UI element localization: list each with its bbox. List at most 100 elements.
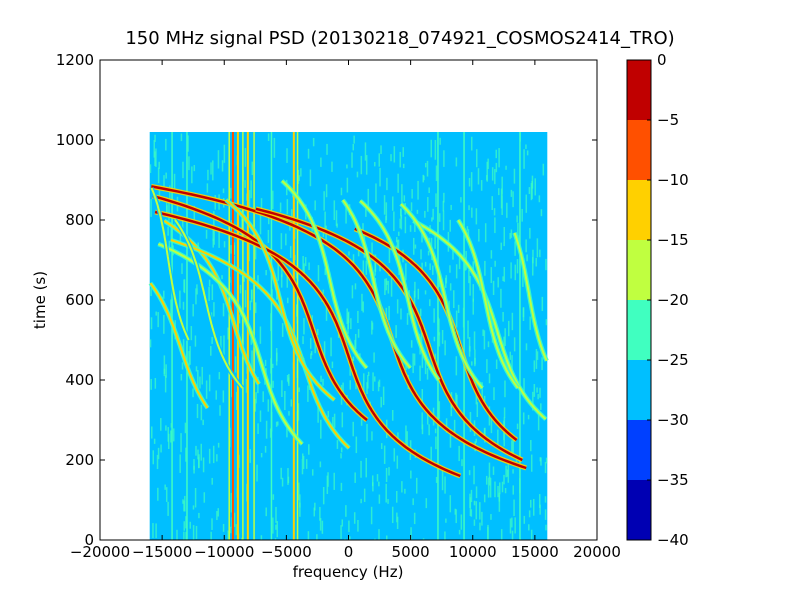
heatmap-noise [250,180,252,199]
heatmap-noise [363,252,366,258]
heatmap-noise [501,195,503,215]
chart-title: 150 MHz signal PSD (20130218_074921_COSM… [125,28,675,49]
heatmap-noise [475,208,478,225]
heatmap-noise [310,353,312,359]
heatmap-noise [410,340,413,348]
heatmap-noise [544,461,547,474]
y-tick-label: 600 [65,291,94,309]
colorbar-tick-label: −15 [657,231,689,249]
heatmap-noise [467,320,469,339]
heatmap-noise [335,210,338,226]
heatmap-noise [488,462,491,479]
heatmap-noise [260,452,263,458]
heatmap-noise [455,264,458,279]
heatmap-noise [396,240,399,250]
heatmap-noise [185,531,187,540]
heatmap-noise [375,183,377,203]
heatmap-noise [391,506,394,524]
heatmap-noise [357,310,359,324]
heatmap-noise [468,177,471,187]
heatmap-noise [340,447,343,453]
heatmap-noise [511,312,514,331]
heatmap-noise [327,411,330,418]
heatmap-noise [489,477,492,498]
heatmap-noise [284,390,286,411]
heatmap-noise [165,364,167,378]
heatmap-noise [383,445,386,464]
heatmap-noise [167,433,170,449]
heatmap-noise [428,424,430,436]
heatmap-noise [290,399,293,407]
heatmap-track [152,194,368,421]
heatmap-noise [434,353,437,359]
heatmap-noise [419,365,421,381]
heatmap-noise [435,193,437,207]
heatmap-noise [264,445,267,453]
heatmap-noise [498,494,501,512]
x-tick-label: 15000 [511,543,559,561]
heatmap-noise [444,277,447,288]
heatmap-noise [301,458,304,475]
heatmap-noise [529,316,531,330]
heatmap-noise [254,241,257,260]
heatmap-noise [235,524,237,536]
heatmap-noise [390,277,393,297]
colorbar-segment [627,180,651,240]
heatmap-noise [332,416,334,429]
heatmap-noise [371,322,374,330]
heatmap-noise [402,147,404,157]
heatmap-noise [353,135,355,144]
colorbar-tick-label: −35 [657,471,689,489]
heatmap-noise [530,183,533,201]
heatmap-noise [545,457,548,464]
heatmap-noise [157,487,159,501]
heatmap-noise [491,167,494,181]
heatmap-noise [511,517,513,528]
heatmap-noise [505,165,507,170]
heatmap-noise [169,185,171,201]
heatmap-noise [345,206,347,224]
heatmap-noise [331,361,334,369]
heatmap-noise [210,162,212,175]
heatmap-noise [345,505,347,517]
heatmap-noise [493,208,496,216]
heatmap-noise [276,521,279,538]
heatmap-noise [211,477,213,485]
heatmap-noise [538,195,541,203]
heatmap-noise [523,515,526,524]
heatmap-noise [244,290,247,308]
heatmap-noise [155,523,157,539]
heatmap-noise [200,443,202,461]
heatmap-noise [248,190,251,208]
heatmap-noise [202,457,205,473]
heatmap-noise [373,352,375,363]
colorbar-segment [627,240,651,300]
heatmap-noise [316,534,318,540]
heatmap-noise [426,368,429,380]
heatmap-noise [521,208,523,222]
heatmap-noise [150,199,152,217]
colorbar-segment [627,360,651,420]
heatmap-noise [371,242,373,261]
heatmap-noise [317,406,319,423]
heatmap-noise [298,482,300,501]
heatmap-noise [316,328,319,336]
heatmap-noise [487,341,490,348]
heatmap-noise [324,268,326,276]
heatmap-noise [380,396,382,408]
heatmap-noise [516,259,519,274]
heatmap-noise [352,421,354,437]
heatmap-noise [378,379,381,387]
heatmap-noise [374,269,376,276]
heatmap-noise [163,175,165,190]
heatmap-noise [308,262,310,270]
heatmap-noise [152,450,155,465]
heatmap-noise [366,423,368,442]
heatmap-noise [265,507,267,517]
heatmap-noise [305,459,308,469]
heatmap-noise [344,538,346,540]
heatmap-noise [370,506,373,525]
heatmap-noise [522,412,525,425]
heatmap-noise [244,148,247,167]
heatmap-noise [505,465,507,478]
